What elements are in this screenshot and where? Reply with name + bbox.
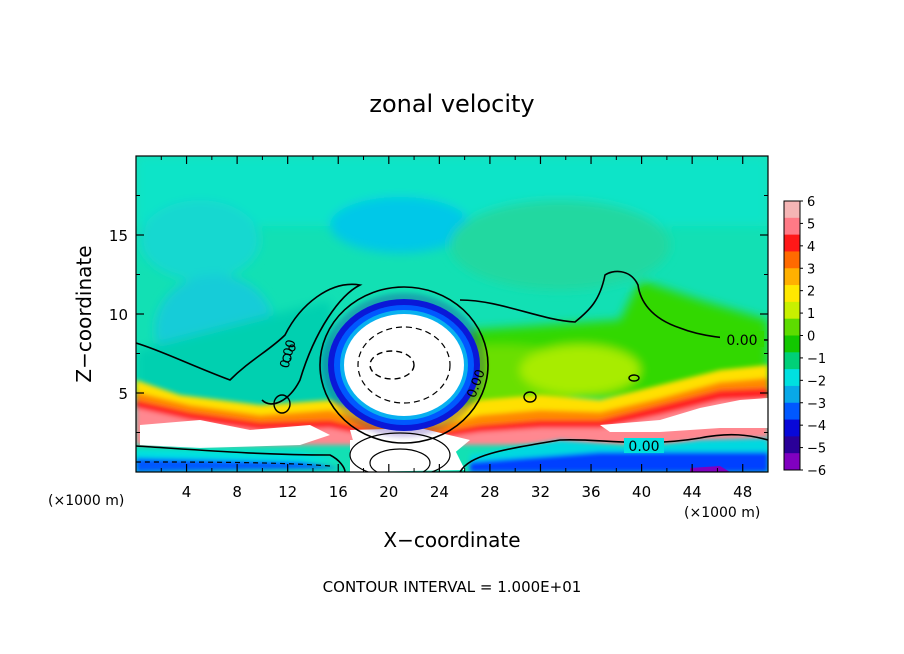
colorbar-swatch (784, 318, 800, 336)
contour-interval-note: CONTOUR INTERVAL = 1.000E+01 (323, 578, 582, 596)
colorbar-tick-label: −1 (807, 352, 826, 367)
contour-label: 0.00 (278, 338, 300, 370)
colorbar-tick-label: −4 (807, 419, 826, 434)
y-axis: 5 10 15 (109, 195, 768, 433)
colorbar-swatch (784, 385, 800, 404)
colorbar-swatch (784, 436, 800, 454)
colorbar-swatch (784, 335, 800, 353)
colorbar-swatch (784, 234, 800, 252)
x-tick-label: 40 (632, 483, 651, 501)
x-tick-label: 48 (733, 483, 752, 501)
x-tick-label: 12 (278, 483, 297, 501)
x-tick-label: 36 (581, 483, 600, 501)
vortex (319, 286, 489, 444)
colorbar: 6 5 4 3 2 1 0 −1 −2 −3 −4 −5 −6 (783, 195, 826, 479)
y-tick-label: 10 (109, 306, 128, 324)
x-tick-label: 8 (232, 483, 242, 501)
colorbar-tick-label: 0 (807, 330, 815, 345)
colorbar-swatch (784, 453, 800, 471)
contour-lower (136, 433, 768, 472)
contour-right (459, 270, 768, 341)
colorbar-tick-label: 1 (807, 307, 815, 322)
contour-label: 0.00 (628, 439, 659, 455)
colorbar-tick-label: 2 (807, 285, 815, 300)
colorbar-tick-label: 5 (807, 217, 815, 232)
heatmap-field (136, 156, 768, 472)
colorbar-swatch (784, 402, 800, 421)
colorbar-swatch (784, 301, 800, 320)
x-unit-label-left: (×1000 m) (48, 493, 124, 509)
y-axis-label: Z−coordinate (72, 245, 96, 382)
contour-upper (136, 283, 363, 405)
y-tick-label: 15 (109, 227, 128, 245)
x-unit-label-right: (×1000 m) (684, 505, 760, 521)
colorbar-tick-label: 4 (807, 240, 815, 255)
x-tick-label: 20 (379, 483, 398, 501)
y-tick-label: 5 (118, 385, 128, 403)
colorbar-swatch (784, 285, 800, 303)
colorbar-swatch (784, 419, 800, 437)
x-tick-label: 28 (480, 483, 499, 501)
x-tick-label: 32 (531, 483, 550, 501)
colorbar-tick-label: −3 (807, 397, 826, 412)
x-tick-label: 4 (182, 483, 192, 501)
colorbar-tick-label: 3 (807, 262, 815, 277)
colorbar-swatch (784, 201, 800, 219)
x-axis-label: X−coordinate (383, 528, 520, 552)
x-tick-label: 16 (329, 483, 348, 501)
colorbar-tick-label: −2 (807, 374, 826, 389)
x-tick-label: 24 (430, 483, 449, 501)
x-tick-label: 44 (683, 483, 702, 501)
colorbar-swatch (784, 352, 800, 370)
x-axis: 4 8 12 16 20 24 28 32 36 40 44 48 (160, 156, 752, 501)
colorbar-swatch (784, 217, 800, 236)
colorbar-swatch (784, 369, 800, 387)
contour-label: 0.00 (726, 333, 757, 349)
colorbar-tick-label: −5 (807, 442, 826, 457)
colorbar-tick-label: −6 (807, 464, 826, 479)
colorbar-swatch (784, 268, 800, 286)
colorbar-swatch (784, 251, 800, 269)
colorbar-tick-label: 6 (807, 195, 815, 210)
chart-title: zonal velocity (369, 90, 534, 118)
